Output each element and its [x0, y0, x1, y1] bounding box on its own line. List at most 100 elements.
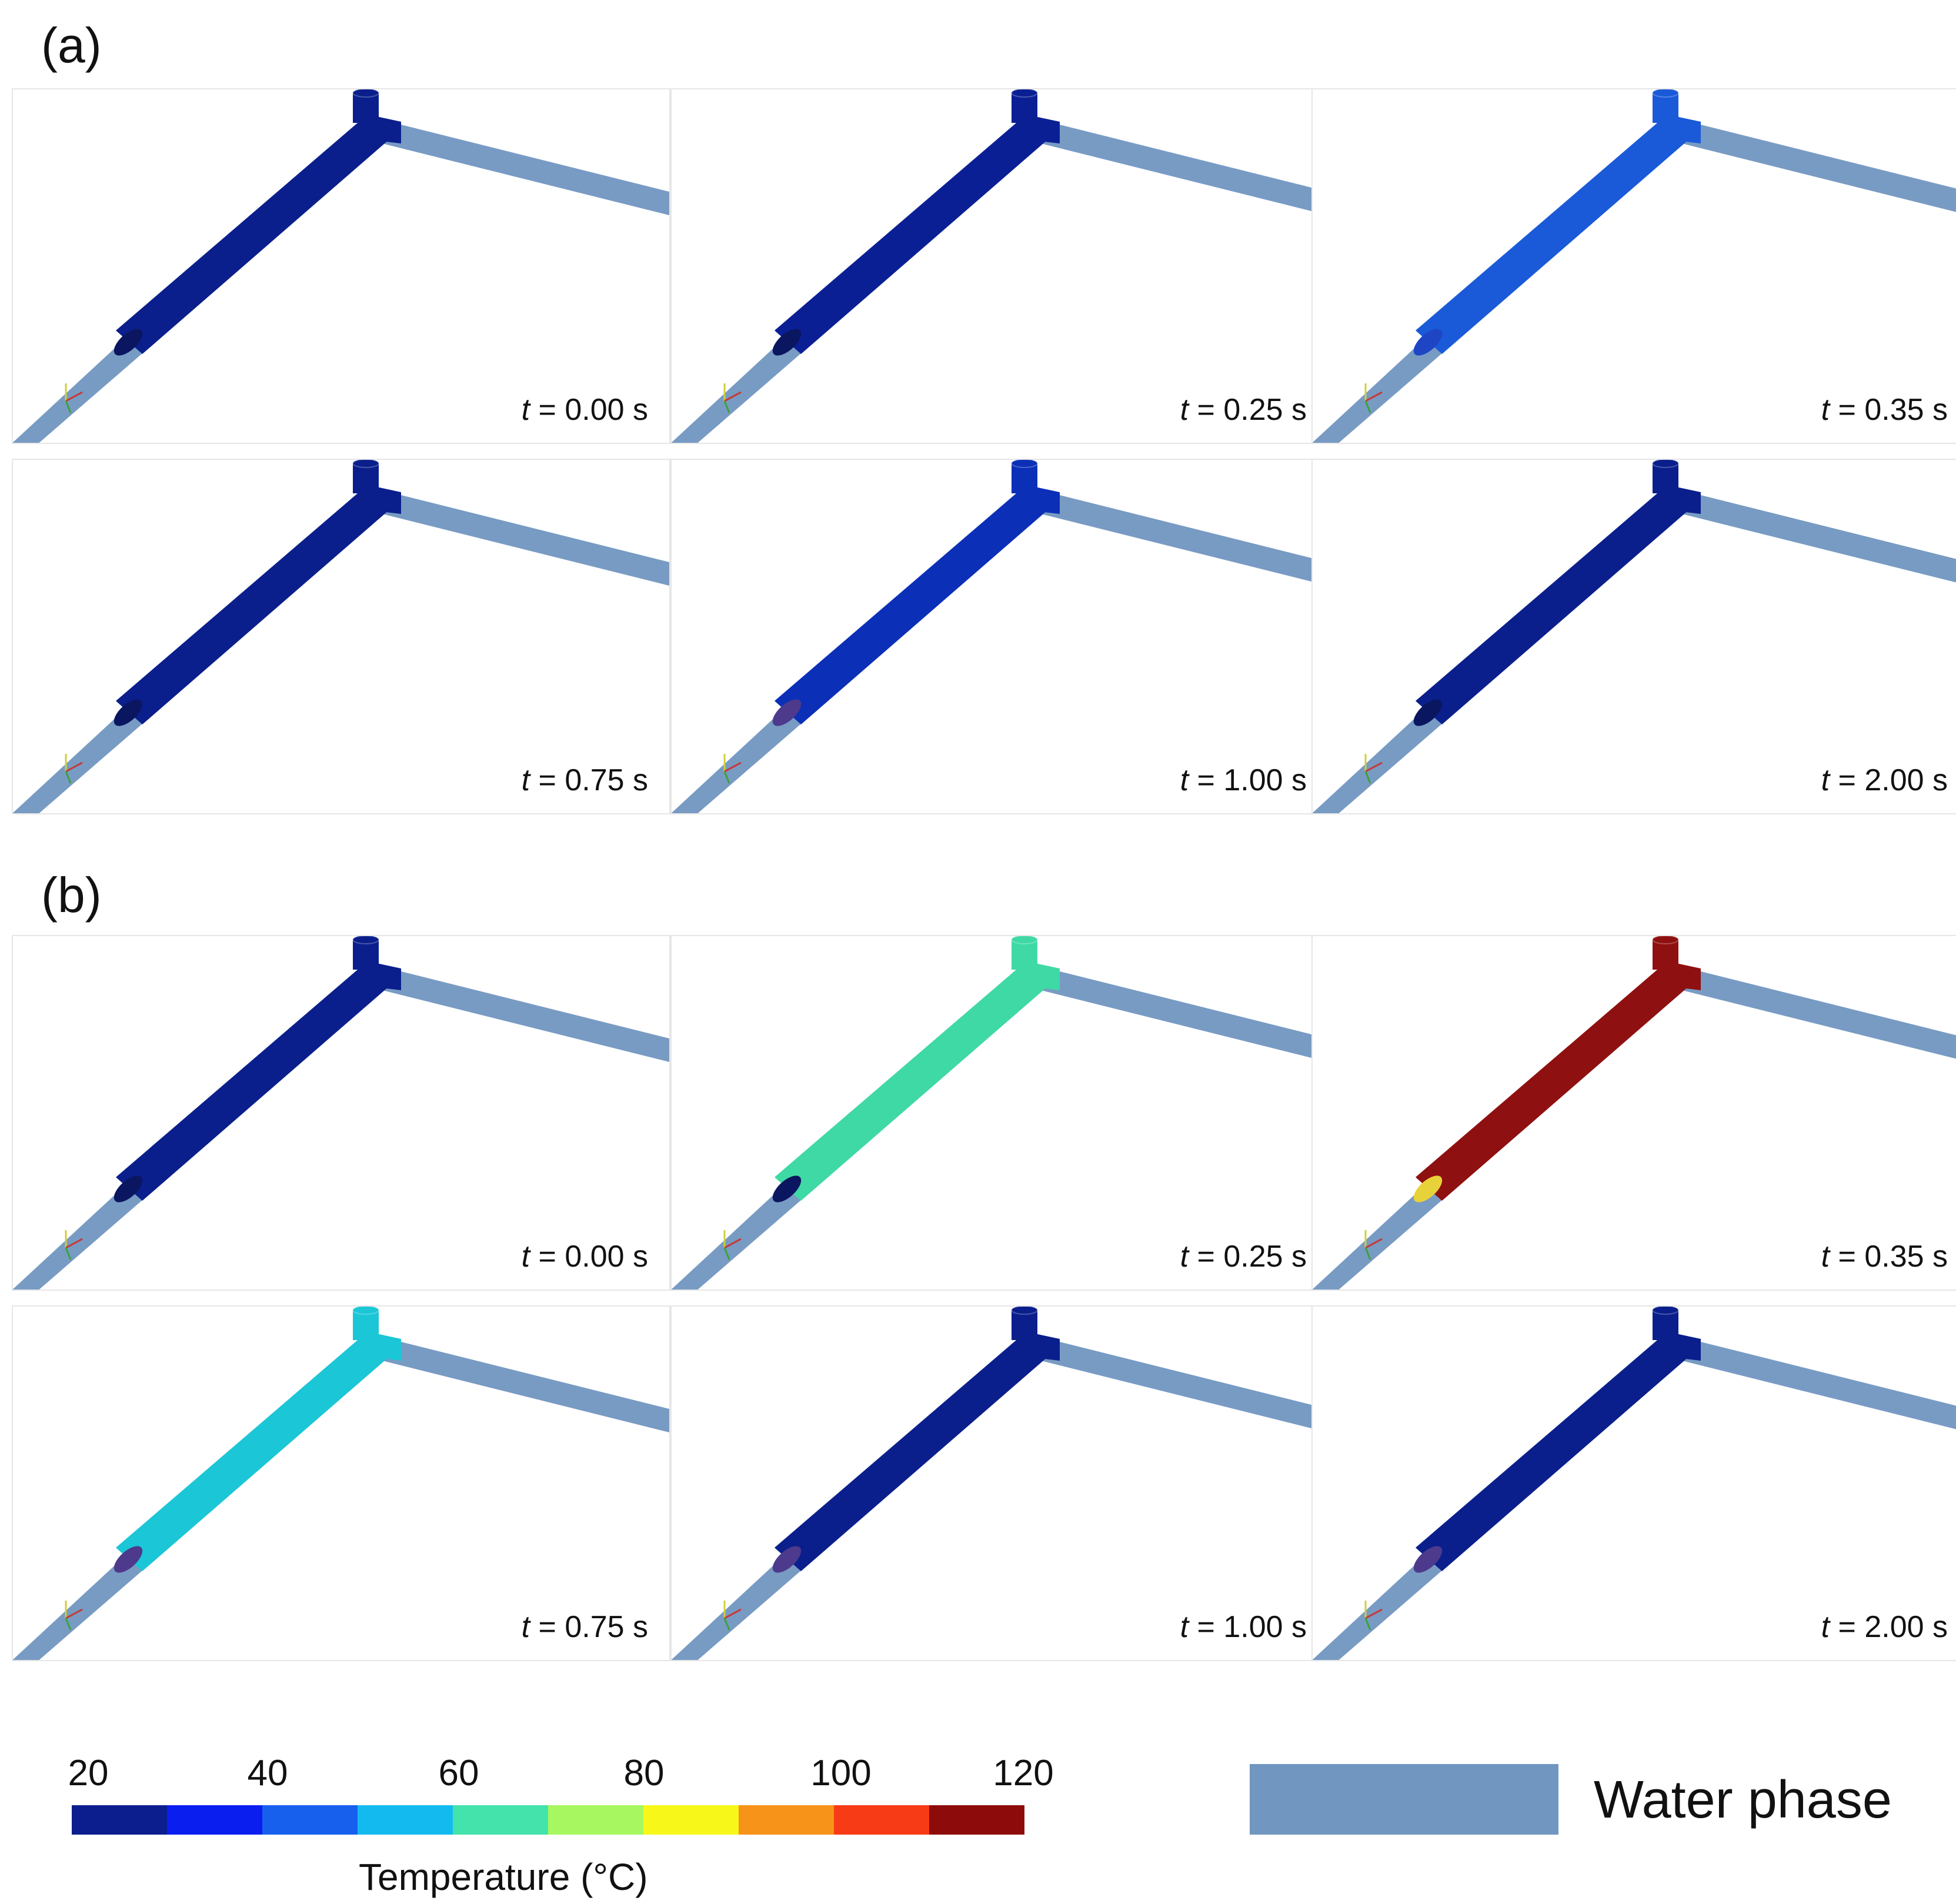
fluid-interface [114, 1546, 143, 1573]
inlet-stub-top [352, 936, 379, 944]
simulation-panel: t = 2.00 s [1311, 1305, 1956, 1661]
pipe-render [13, 460, 669, 813]
time-value: = 0.75 s [530, 1610, 648, 1644]
fluid-interface [114, 329, 143, 356]
time-variable: t [1821, 393, 1830, 427]
colorbar-segment [929, 1805, 1024, 1835]
fluid-interface [114, 1175, 143, 1202]
time-variable: t [1180, 393, 1189, 427]
time-label: t = 1.00 s [1180, 1609, 1307, 1645]
inlet-stub [1012, 463, 1037, 493]
inlet-stub [1653, 463, 1678, 493]
temperature-colorbar [72, 1805, 1024, 1835]
inlet-stub-top [352, 1307, 379, 1315]
time-label: t = 0.75 s [522, 1609, 648, 1645]
inlet-stub [353, 92, 379, 123]
colorbar-segment [358, 1805, 453, 1835]
axis-triad-icon [1364, 383, 1383, 413]
time-label: t = 2.00 s [1821, 1609, 1948, 1645]
time-variable: t [1180, 1240, 1189, 1274]
colorbar-tick-label: 20 [68, 1753, 109, 1793]
colorbar-segment [167, 1805, 262, 1835]
time-value: = 0.25 s [1189, 1240, 1307, 1274]
simulation-panel: t = 0.35 s [1311, 88, 1956, 444]
inlet-stub-top [1652, 89, 1679, 98]
main-pipe-fluid [1416, 116, 1689, 354]
inlet-stub [1653, 1310, 1678, 1340]
time-variable: t [1821, 1240, 1830, 1274]
inlet-stub [353, 939, 379, 970]
inlet-stub-top [352, 89, 379, 98]
colorbar-segment [739, 1805, 834, 1835]
inlet-stub [1653, 92, 1678, 123]
simulation-panel: t = 1.00 s [670, 459, 1329, 814]
side-pipe-water [1665, 1333, 1956, 1429]
time-variable: t [1821, 1610, 1830, 1644]
axis-triad-icon [65, 1230, 83, 1260]
colorbar-segment [453, 1805, 548, 1835]
main-pipe-fluid [1416, 1333, 1689, 1571]
main-pipe-fluid [775, 486, 1048, 724]
side-pipe-water [366, 486, 669, 586]
axis-triad-icon [65, 754, 83, 784]
colorbar-segment [262, 1805, 358, 1835]
time-label: t = 1.00 s [1180, 763, 1307, 798]
main-pipe-fluid [1416, 486, 1689, 724]
time-label: t = 0.00 s [522, 1239, 648, 1274]
pipe-render [672, 89, 1328, 443]
pipe-render [13, 89, 669, 443]
side-pipe-water [1024, 116, 1328, 215]
simulation-panel: t = 0.25 s [670, 88, 1329, 444]
time-value: = 2.00 s [1830, 763, 1948, 797]
pipe-render [13, 1307, 669, 1660]
inlet-stub-top [1652, 1307, 1679, 1315]
axis-triad-icon [65, 1601, 83, 1631]
time-label: t = 0.35 s [1821, 392, 1948, 427]
side-pipe-water [1024, 963, 1328, 1062]
simulation-panel: t = 0.75 s [12, 1305, 670, 1661]
inlet-stub [353, 463, 379, 493]
time-value: = 0.35 s [1830, 1240, 1948, 1274]
pipe-render [672, 460, 1328, 813]
colorbar-tick-label: 100 [810, 1753, 872, 1793]
section-label: (b) [41, 867, 102, 923]
simulation-panel: t = 0.35 s [1311, 935, 1956, 1291]
section-label: (a) [41, 18, 102, 73]
fluid-interface [1413, 699, 1443, 726]
time-label: t = 0.25 s [1180, 1239, 1307, 1274]
time-value: = 0.75 s [530, 763, 648, 797]
axis-triad-icon [723, 1601, 742, 1631]
simulation-panel: t = 0.25 s [670, 935, 1329, 1291]
inlet-stub-top [1011, 936, 1038, 944]
colorbar-tick-label: 40 [247, 1753, 288, 1793]
time-value: = 0.35 s [1830, 393, 1948, 427]
time-value: = 1.00 s [1189, 1610, 1307, 1644]
simulation-panel: t = 1.00 s [670, 1305, 1329, 1661]
pipe-render [1313, 89, 1956, 443]
pipe-render [1313, 460, 1956, 813]
side-pipe-water [1024, 486, 1328, 586]
water-phase-swatch [1250, 1764, 1558, 1835]
fluid-interface [114, 699, 143, 726]
time-variable: t [521, 1610, 530, 1644]
axis-triad-icon [1364, 1230, 1383, 1260]
fluid-interface [1413, 1546, 1443, 1573]
side-pipe-water [1665, 116, 1956, 212]
side-pipe-water [366, 116, 669, 215]
colorbar-tick-label: 60 [438, 1753, 479, 1793]
axis-triad-icon [723, 754, 742, 784]
main-pipe-fluid [775, 116, 1048, 354]
fluid-interface [1413, 329, 1443, 356]
side-pipe-water [1024, 1333, 1328, 1432]
time-value: = 0.00 s [530, 393, 648, 427]
axis-triad-icon [723, 383, 742, 413]
main-pipe-fluid [775, 963, 1048, 1201]
main-pipe-fluid [1416, 963, 1689, 1201]
time-label: t = 2.00 s [1821, 763, 1948, 798]
inlet-stub-top [1011, 1307, 1038, 1315]
pipe-render [13, 936, 669, 1290]
time-label: t = 0.00 s [522, 392, 648, 427]
time-value: = 0.25 s [1189, 393, 1307, 427]
inlet-stub [1012, 939, 1037, 970]
fluid-interface [772, 1546, 802, 1573]
